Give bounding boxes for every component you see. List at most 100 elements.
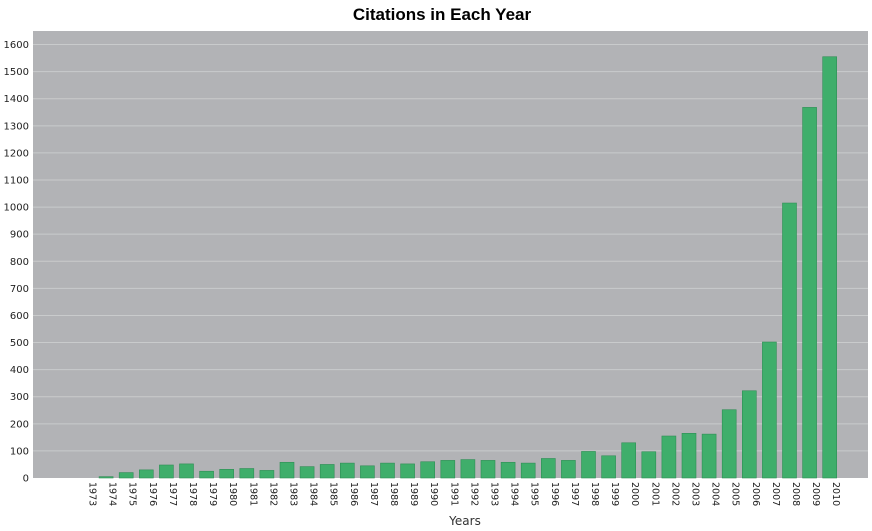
x-tick-label: 2007 [770,482,781,506]
x-tick-label: 1977 [167,482,178,506]
bar-1977 [159,464,174,479]
y-tick-label: 300 [10,392,29,403]
bar-1997 [561,460,576,479]
bar-1990 [420,461,436,479]
y-tick-label: 1600 [4,40,29,51]
bar-1999 [601,455,616,479]
bar-1974 [98,476,114,479]
y-tick-label: 700 [10,284,29,295]
x-tick-label: 2003 [690,482,701,506]
x-tick-label: 1998 [589,482,600,506]
bar-1987 [360,465,375,479]
y-tick-label: 100 [10,446,29,457]
x-tick-label: 1982 [267,482,278,506]
bar-1993 [480,460,496,479]
x-tick-label: 1991 [448,482,459,506]
bar-2005 [721,409,737,479]
x-tick-label: 1974 [107,482,118,506]
x-axis-ticks: 1973 1974 1975 1976 1977 1978 1979 1980 1981 1982… [87,482,842,506]
bar-1975 [118,472,134,479]
bar-1996 [540,458,556,479]
x-tick-label: 2005 [730,482,741,506]
x-tick-label: 1983 [288,482,299,506]
y-tick-label: 0 [23,474,29,485]
y-tick-label: 800 [10,257,29,268]
bar-1980 [219,469,234,479]
x-tick-label: 2002 [669,482,680,506]
bar-1985 [319,464,335,479]
x-tick-label: 1979 [207,482,218,506]
plot-area [33,31,868,478]
bars [98,56,838,479]
x-tick-label: 1993 [489,482,500,506]
x-tick-label: 2008 [790,482,801,506]
y-axis-ticks: 0 100 200 300 400 500 600 700 800 900 1000 1100 1200… [4,40,29,484]
x-tick-label: 1976 [147,482,158,506]
x-tick-label: 2000 [629,482,640,506]
bar-2001 [641,451,657,479]
x-tick-label: 1978 [187,482,198,506]
bar-2007 [762,341,777,479]
y-tick-label: 1200 [4,148,29,159]
bar-1982 [259,470,275,479]
bar-1994 [500,461,516,479]
bar-1981 [239,468,255,479]
bar-1976 [139,469,154,479]
y-tick-label: 400 [10,365,29,376]
x-tick-label: 1975 [127,482,138,506]
x-tick-label: 2001 [649,482,660,506]
x-tick-label: 1999 [609,482,620,506]
x-tick-label: 1996 [549,482,560,506]
y-tick-label: 1400 [4,94,29,105]
bar-1988 [380,462,395,479]
bar-2003 [681,432,697,479]
y-tick-label: 1300 [4,121,29,132]
y-tick-label: 500 [10,338,29,349]
x-tick-label: 2010 [830,482,841,506]
x-tick-label: 1989 [408,482,419,506]
x-tick-label: 1994 [509,482,520,506]
bar-1992 [460,459,476,479]
x-tick-label: 1981 [247,482,258,506]
gridlines [33,44,868,452]
bar-1995 [520,462,536,479]
bar-1986 [339,462,355,479]
x-tick-label: 1984 [308,482,319,506]
x-tick-label: 1973 [87,482,98,506]
x-axis-label: Years [448,514,481,528]
bar-1983 [279,461,295,479]
y-tick-label: 600 [10,311,29,322]
y-tick-label: 200 [10,419,29,430]
x-tick-label: 1985 [328,482,339,506]
y-tick-label: 1100 [4,176,29,187]
chart-title: Citations in Each Year [353,5,532,24]
bar-2002 [661,435,677,479]
x-tick-label: 1986 [348,482,359,506]
x-tick-label: 2009 [810,482,821,506]
x-tick-label: 2004 [710,482,721,506]
bar-2006 [741,390,757,479]
bar-1978 [179,463,194,479]
y-tick-label: 1500 [4,67,29,78]
bar-1984 [299,466,315,479]
x-tick-label: 1980 [227,482,238,506]
bar-1989 [400,463,415,479]
bar-2004 [701,433,717,479]
x-tick-label: 1988 [388,482,399,506]
y-tick-label: 900 [10,230,29,241]
bar-2000 [621,442,637,479]
bar-2008 [782,202,797,479]
bar-1991 [440,460,456,479]
bar-2010 [822,56,838,479]
x-tick-label: 1992 [468,482,479,506]
x-tick-label: 2006 [750,482,761,506]
x-tick-label: 1987 [368,482,379,506]
x-tick-label: 1990 [428,482,439,506]
x-tick-label: 1997 [569,482,580,506]
bar-1998 [581,451,596,479]
bar-2009 [802,107,817,479]
y-tick-label: 1000 [4,203,29,214]
bar-1979 [199,470,214,479]
